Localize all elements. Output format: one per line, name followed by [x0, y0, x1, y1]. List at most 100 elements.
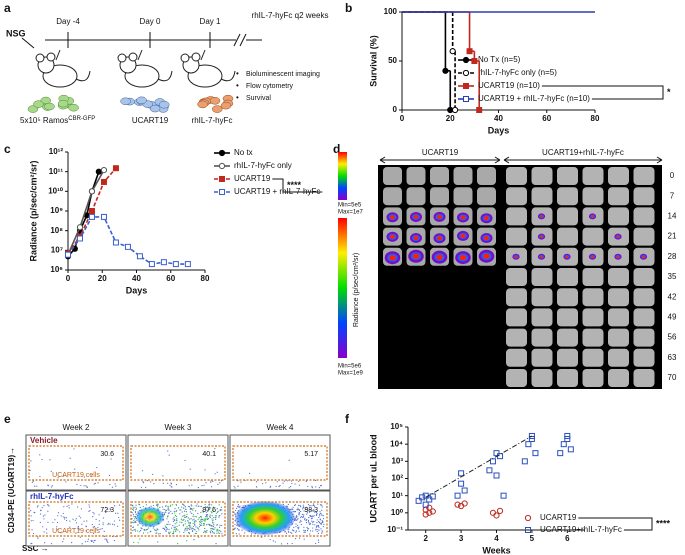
event — [140, 486, 142, 488]
event — [306, 526, 308, 529]
signal — [484, 236, 489, 241]
event — [195, 532, 198, 535]
event — [197, 518, 199, 520]
mouse-image — [582, 268, 604, 286]
event — [184, 528, 186, 530]
event — [169, 505, 171, 508]
event — [175, 483, 178, 486]
event — [296, 516, 298, 518]
significance-bracket — [541, 85, 664, 100]
x-tick-label: 20 — [98, 274, 107, 283]
mouse-image — [608, 348, 629, 367]
event — [163, 527, 165, 529]
event — [142, 481, 144, 483]
mouse-image — [557, 308, 578, 327]
event — [321, 514, 323, 516]
event — [97, 526, 99, 529]
mouse-image — [633, 207, 655, 226]
marker — [429, 508, 436, 515]
event — [71, 503, 73, 505]
day-label: 35 — [668, 272, 677, 281]
event — [237, 485, 239, 487]
mouse-image — [582, 288, 604, 307]
event — [193, 528, 195, 530]
event — [319, 519, 322, 521]
event — [157, 541, 159, 543]
event — [158, 533, 160, 535]
event — [210, 481, 212, 483]
legend-label: No Tx (n=5) — [478, 55, 521, 64]
event — [148, 527, 150, 529]
event — [164, 508, 166, 511]
event — [205, 482, 207, 484]
event — [204, 527, 206, 530]
event — [290, 531, 292, 534]
event — [107, 541, 109, 544]
event — [50, 543, 53, 545]
readout: Flow cytometry — [246, 83, 294, 90]
legend-label: UCART19+rhIL-7-hyFc — [540, 525, 622, 534]
gate — [130, 445, 226, 481]
marker — [493, 472, 500, 479]
signal — [413, 235, 419, 240]
marker — [521, 458, 528, 465]
event — [180, 509, 182, 511]
marker — [112, 239, 119, 246]
mouse-image — [608, 207, 629, 226]
event — [140, 527, 142, 529]
event — [216, 511, 219, 513]
event — [171, 486, 173, 488]
legend-label: UCART19 + rhIL-7-hyFc (n=10) — [478, 94, 590, 103]
x-tick-label: 80 — [201, 274, 210, 283]
mouse-image — [531, 348, 553, 367]
event — [215, 512, 217, 514]
event — [189, 511, 192, 513]
event — [292, 510, 294, 512]
event — [194, 515, 196, 518]
event — [219, 532, 221, 535]
event — [211, 522, 214, 524]
event — [85, 526, 87, 528]
event — [291, 532, 293, 534]
event — [322, 518, 325, 520]
event — [197, 487, 200, 489]
marker — [463, 83, 469, 89]
colorbar-label: Radiance (p/sec/cm²/sr) — [353, 253, 360, 327]
event — [102, 523, 104, 526]
marker — [463, 96, 469, 102]
event — [206, 518, 209, 520]
event — [167, 482, 169, 484]
mouse-tail — [75, 70, 91, 82]
event — [171, 504, 174, 506]
event — [92, 511, 94, 514]
event — [305, 521, 308, 524]
panel-label: b — [345, 1, 352, 15]
event — [212, 480, 214, 482]
timepoint: Day 0 — [140, 17, 161, 26]
event — [163, 528, 166, 530]
event — [81, 543, 83, 545]
day-label: 28 — [668, 252, 677, 261]
marker — [454, 492, 461, 499]
signal — [389, 255, 396, 261]
event — [216, 528, 218, 530]
event — [288, 528, 290, 530]
panel-label: f — [345, 412, 350, 426]
mouse-image — [608, 308, 629, 327]
day-label: 56 — [668, 333, 677, 342]
event — [306, 530, 309, 532]
mouse-image — [531, 167, 553, 185]
event — [113, 520, 116, 522]
event — [181, 503, 184, 505]
event — [213, 529, 215, 531]
event — [42, 526, 44, 528]
x-tick-label: 40 — [132, 274, 141, 283]
event — [62, 512, 64, 515]
event — [137, 524, 139, 526]
strain: NSG — [6, 28, 26, 38]
week-label: Week 3 — [165, 423, 193, 432]
event — [191, 527, 194, 529]
marker — [218, 162, 226, 170]
event — [211, 510, 214, 512]
event — [295, 531, 297, 533]
